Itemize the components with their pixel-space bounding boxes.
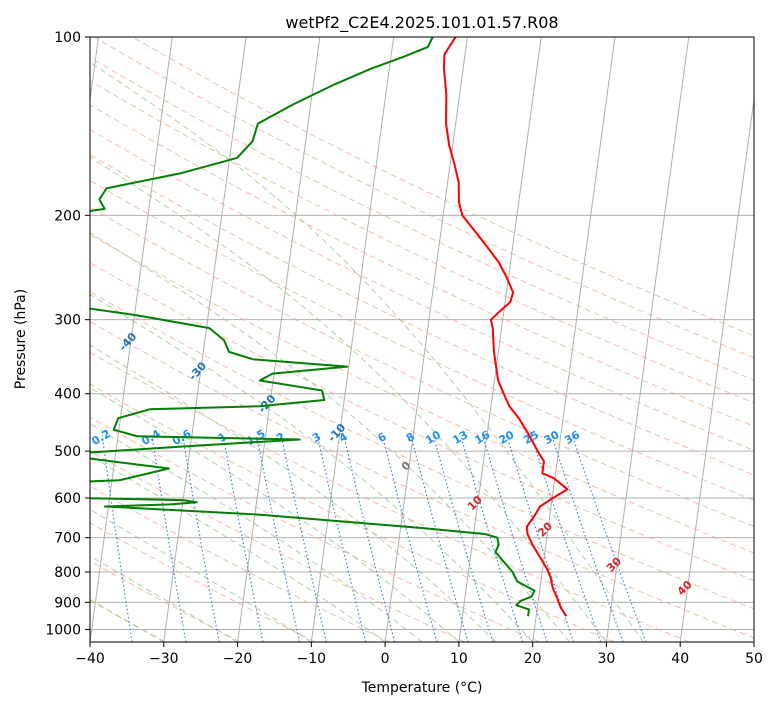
isotherm-line [605,37,690,642]
moist-adiabat [90,454,386,642]
chart-title: wetPf2_C2E4.2025.101.01.57.R08 [285,13,558,33]
moist-adiabat [90,232,570,642]
dry-adiabat [90,262,754,582]
dry-adiabat [90,233,754,554]
moist-adiabat [90,423,423,642]
x-tick-label: −20 [223,651,253,667]
y-tick-label: 1000 [45,622,81,638]
isotherm-line [310,37,395,642]
mixing-ratio-line [182,435,220,642]
isotherm-line [90,37,173,642]
isotherm-line [532,37,616,642]
mixing-ratio-line [551,434,624,642]
x-tick-label: −10 [297,651,327,667]
mixing-ratio-line [432,435,494,642]
mixing-ratio-line [571,434,647,642]
dry-adiabat [90,383,615,642]
mixing-ratio-line [101,435,133,642]
x-tick-label: −30 [149,651,179,667]
mixing-ratio-line [222,435,264,642]
dry-adiabat [90,485,391,642]
y-tick-label: 100 [54,30,81,46]
moist-adiabat [90,293,534,642]
dewpoint-profile-line [90,37,536,617]
x-tick-label: 40 [671,651,689,667]
mixing-ratio-line [280,435,328,642]
mixing-ratio-line [316,435,367,642]
isotherm-line [458,37,542,642]
y-tick-label: 300 [54,313,81,329]
moist-adiabat [90,156,607,642]
moist-adiabat [90,344,497,642]
moist-adiabat [90,386,460,642]
x-tick-label: 50 [745,651,763,667]
y-tick-label: 900 [54,595,81,611]
mixing-ratio-line [482,435,548,642]
x-tick-label: −40 [75,651,105,667]
y-tick-label: 200 [54,208,81,224]
moist-adiabat [90,555,238,642]
mixing-ratio-line [460,435,524,642]
axes: −40 −30 −20 −10 0 10 20 30 40 50 100 200 300 400 500 60… [45,30,763,667]
mixing-ratio-line [530,435,602,642]
y-tick-label: 500 [54,444,81,460]
dry-adiabat [90,291,754,610]
y-tick-label: 600 [54,491,81,507]
mixing-ratio-line [151,435,187,642]
mixing-ratio-line [256,435,301,642]
moist-adiabat [90,598,165,642]
dry-adiabat [90,320,754,639]
plot-frame [89,36,755,643]
isotherm-line [163,37,247,642]
x-axis-title: Temperature (°C) [361,680,483,696]
y-tick-label: 400 [54,387,81,403]
x-tick-label: 0 [381,651,390,667]
x-tick-label: 30 [598,651,616,667]
isotherm-line [679,95,754,642]
isotherm-line [384,37,468,642]
x-tick-label: 10 [450,651,468,667]
background-lines [90,37,754,642]
temperature-profile-line [442,37,569,617]
data-series [90,37,569,617]
isotherm-line [237,37,321,642]
y-tick-label: 800 [54,565,81,581]
x-tick-label: 20 [524,651,542,667]
y-axis-title: Pressure (hPa) [13,289,29,389]
moist-adiabat [90,61,644,642]
y-tick-label: 700 [54,531,81,547]
dry-adiabat [90,450,465,642]
dry-adiabat [90,351,690,642]
